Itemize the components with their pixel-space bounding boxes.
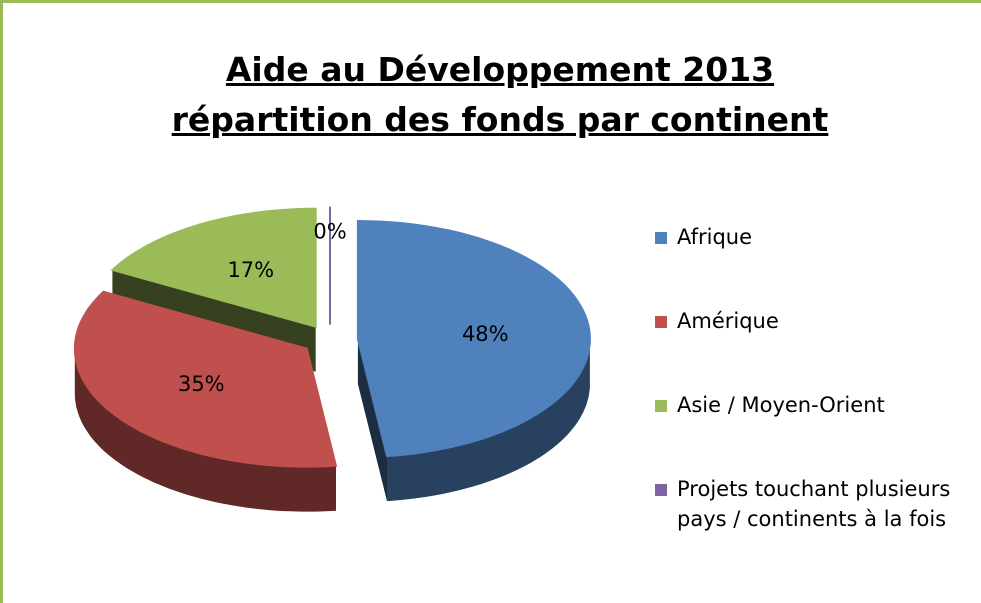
legend-label: Projets touchant plusieurs pays / contin… bbox=[677, 477, 951, 531]
pie-wall bbox=[357, 339, 387, 502]
pie-slice bbox=[356, 219, 591, 458]
legend-swatch bbox=[655, 400, 667, 412]
data-label: 48% bbox=[462, 322, 509, 346]
legend-swatch bbox=[655, 232, 667, 244]
legend: Afrique Amérique Asie / Moyen-Orient Projet… bbox=[655, 222, 975, 558]
pie-slice bbox=[73, 290, 338, 468]
legend-swatch bbox=[655, 484, 667, 496]
legend-label: Amérique bbox=[677, 309, 779, 333]
chart-title: Aide au Développement 2013 répartition d… bbox=[0, 45, 981, 145]
legend-item: Asie / Moyen-Orient bbox=[655, 390, 975, 474]
data-label: 0% bbox=[313, 220, 346, 244]
data-label: 17% bbox=[227, 258, 274, 282]
pie-side bbox=[387, 339, 590, 502]
title-line: Aide au Développement 2013 bbox=[225, 50, 775, 89]
title-line: répartition des fonds par continent bbox=[171, 100, 829, 139]
pie-side bbox=[74, 348, 336, 512]
legend-swatch bbox=[655, 316, 667, 328]
legend-item: Afrique bbox=[655, 222, 975, 306]
legend-label: Afrique bbox=[677, 225, 753, 249]
data-label: 35% bbox=[178, 372, 225, 396]
legend-item: Amérique bbox=[655, 306, 975, 390]
legend-item: Projets touchant plusieurs pays / contin… bbox=[655, 474, 975, 558]
legend-label: Asie / Moyen-Orient bbox=[677, 393, 885, 417]
pie-slice bbox=[110, 207, 317, 329]
